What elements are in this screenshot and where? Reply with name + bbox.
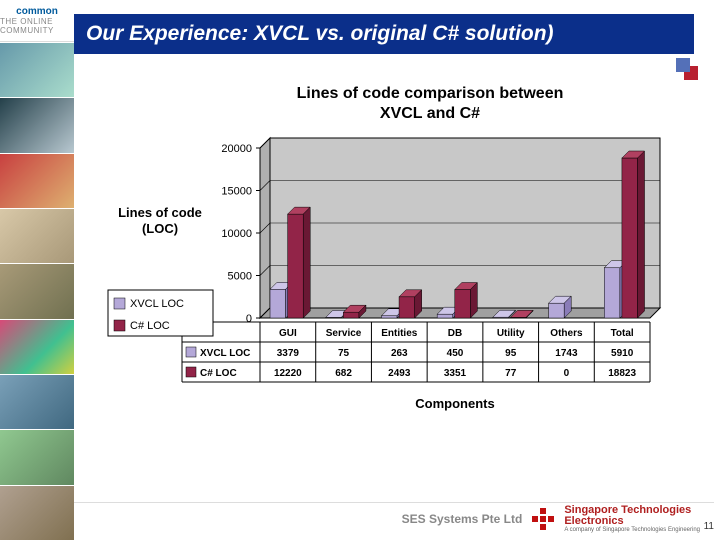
- svg-text:Components: Components: [415, 396, 494, 411]
- thumb: [0, 263, 74, 318]
- thumb: [0, 42, 74, 97]
- svg-text:3379: 3379: [277, 348, 300, 359]
- footer-st-2: Electronics: [564, 516, 700, 527]
- sidebar-thumbnails: [0, 42, 74, 540]
- svg-text:Utility: Utility: [497, 328, 525, 339]
- svg-text:10000: 10000: [221, 228, 252, 240]
- svg-text:C# LOC: C# LOC: [200, 368, 237, 379]
- footer-st-sub: A company of Singapore Technologies Engi…: [564, 527, 700, 533]
- footer: SES Systems Pte Ltd Singapore Technologi…: [74, 502, 714, 534]
- svg-text:XVCL LOC: XVCL LOC: [130, 298, 184, 310]
- svg-text:0: 0: [246, 313, 252, 325]
- svg-text:XVCL and C#: XVCL and C#: [380, 105, 480, 122]
- svg-text:2493: 2493: [388, 368, 411, 379]
- svg-text:C# LOC: C# LOC: [130, 320, 170, 332]
- svg-text:GUI: GUI: [279, 328, 297, 339]
- decor-squares: [676, 58, 690, 72]
- svg-text:18823: 18823: [608, 368, 636, 379]
- svg-text:5000: 5000: [228, 271, 252, 283]
- svg-text:Service: Service: [326, 328, 362, 339]
- thumb: [0, 319, 74, 374]
- svg-text:75: 75: [338, 348, 350, 359]
- thumb: [0, 97, 74, 152]
- svg-text:15000: 15000: [221, 186, 252, 198]
- svg-text:Lines of code comparison betwe: Lines of code comparison between: [297, 85, 564, 102]
- svg-text:95: 95: [505, 348, 517, 359]
- svg-text:0: 0: [564, 368, 570, 379]
- svg-text:Entities: Entities: [381, 328, 418, 339]
- svg-text:5910: 5910: [611, 348, 634, 359]
- svg-text:263: 263: [391, 348, 408, 359]
- svg-text:20000: 20000: [221, 143, 252, 155]
- logo: common THE ONLINE COMMUNITY: [0, 0, 74, 42]
- page-number: 11: [704, 521, 714, 532]
- footer-st-1: Singapore Technologies: [564, 505, 700, 516]
- chart: Lines of code comparison between XVCL and…: [90, 78, 690, 458]
- svg-text:3351: 3351: [444, 368, 467, 379]
- thumb: [0, 485, 74, 540]
- thumb: [0, 208, 74, 263]
- footer-company: SES Systems Pte Ltd: [402, 512, 523, 526]
- logo-text-1: common: [16, 6, 58, 17]
- svg-text:(LOC): (LOC): [142, 221, 178, 236]
- svg-text:Others: Others: [550, 328, 583, 339]
- svg-text:12220: 12220: [274, 368, 302, 379]
- svg-text:DB: DB: [448, 328, 462, 339]
- thumb: [0, 374, 74, 429]
- svg-text:450: 450: [447, 348, 464, 359]
- svg-text:77: 77: [505, 368, 517, 379]
- slide-title: Our Experience: XVCL vs. original C# sol…: [74, 14, 694, 54]
- svg-text:Total: Total: [611, 328, 634, 339]
- logo-text-2: THE ONLINE COMMUNITY: [0, 17, 74, 35]
- thumb: [0, 429, 74, 484]
- thumb: [0, 153, 74, 208]
- svg-text:682: 682: [335, 368, 352, 379]
- svg-text:XVCL LOC: XVCL LOC: [200, 348, 250, 359]
- st-logo-icon: [532, 508, 554, 530]
- svg-text:1743: 1743: [555, 348, 578, 359]
- svg-text:Lines of code: Lines of code: [118, 205, 202, 220]
